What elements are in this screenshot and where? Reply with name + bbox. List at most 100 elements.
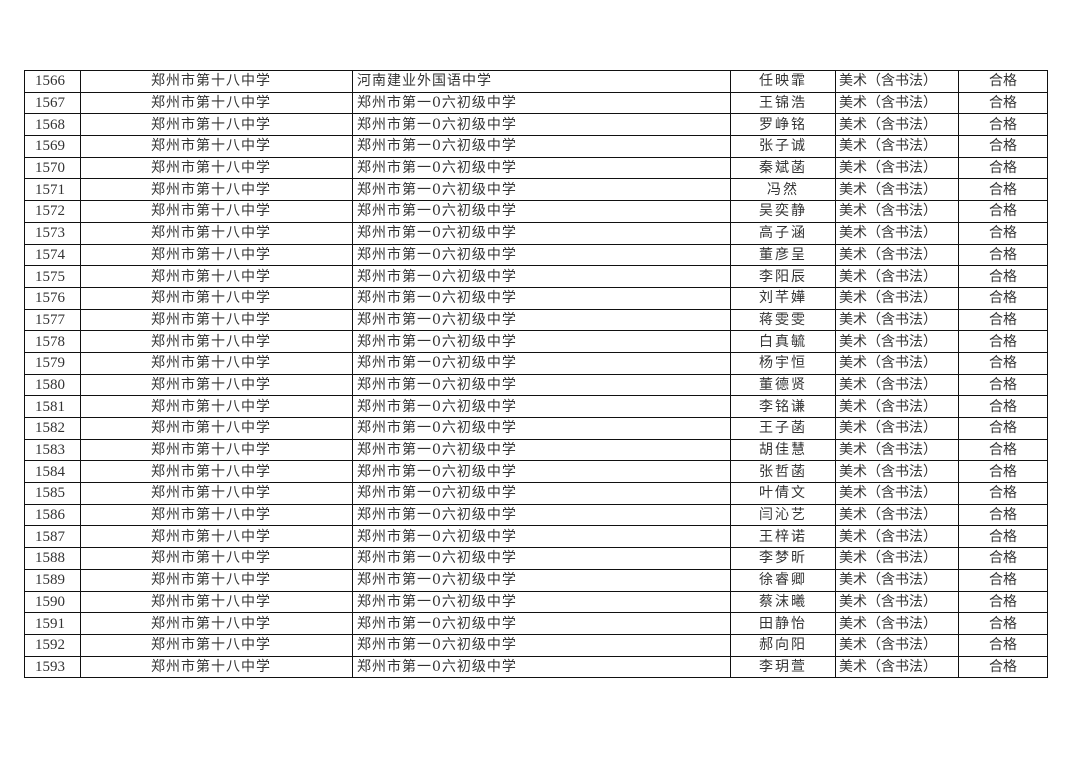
subject-cell: 美术（含书法） (835, 373, 959, 397)
subject-cell: 美术（含书法） (835, 156, 959, 180)
row-number-cell: 1572 (24, 200, 81, 223)
exam-school-cell: 郑州市第十八中学 (80, 200, 353, 223)
subject-cell: 美术（含书法） (835, 221, 959, 245)
result-cell: 合格 (958, 308, 1048, 332)
result-cell: 合格 (958, 612, 1048, 635)
subject-cell: 美术（含书法） (835, 482, 959, 505)
row-number-cell: 1576 (24, 286, 81, 310)
exam-school-cell: 郑州市第十八中学 (80, 460, 353, 484)
graduating-school-cell: 郑州市第一0六初级中学 (352, 330, 731, 353)
result-cell: 合格 (958, 395, 1048, 418)
graduating-school-cell: 郑州市第一0六初级中学 (352, 547, 731, 570)
result-cell: 合格 (958, 460, 1048, 484)
subject-cell: 美术（含书法） (835, 70, 959, 93)
student-name-cell: 秦斌菡 (730, 156, 836, 180)
table-row: 1579 郑州市第十八中学 郑州市第一0六初级中学 杨宇恒 美术（含书法） 合格 (24, 351, 1048, 375)
subject-cell: 美术（含书法） (835, 655, 959, 679)
result-cell: 合格 (958, 70, 1048, 93)
exam-school-cell: 郑州市第十八中学 (80, 395, 353, 418)
row-number-cell: 1588 (24, 547, 81, 570)
subject-cell: 美术（含书法） (835, 308, 959, 332)
table-row: 1575 郑州市第十八中学 郑州市第一0六初级中学 李阳辰 美术（含书法） 合格 (24, 265, 1048, 288)
graduating-school-cell: 郑州市第一0六初级中学 (352, 655, 731, 679)
subject-cell: 美术（含书法） (835, 503, 959, 527)
exam-school-cell: 郑州市第十八中学 (80, 438, 353, 462)
row-number-cell: 1590 (24, 590, 81, 614)
subject-cell: 美术（含书法） (835, 286, 959, 310)
subject-cell: 美术（含书法） (835, 438, 959, 462)
graduating-school-cell: 郑州市第一0六初级中学 (352, 91, 731, 115)
graduating-school-cell: 郑州市第一0六初级中学 (352, 200, 731, 223)
graduating-school-cell: 郑州市第一0六初级中学 (352, 221, 731, 245)
result-cell: 合格 (958, 417, 1048, 440)
table-row: 1572 郑州市第十八中学 郑州市第一0六初级中学 吴奕静 美术（含书法） 合格 (24, 200, 1048, 223)
graduating-school-cell: 郑州市第一0六初级中学 (352, 156, 731, 180)
results-table-body: 1566 郑州市第十八中学 河南建业外国语中学 任映霏 美术（含书法） 合格 1567 郑州市… (24, 70, 1048, 679)
result-cell: 合格 (958, 590, 1048, 614)
table-row: 1580 郑州市第十八中学 郑州市第一0六初级中学 董德贤 美术（含书法） 合格 (24, 373, 1048, 397)
exam-school-cell: 郑州市第十八中学 (80, 113, 353, 137)
table-row: 1590 郑州市第十八中学 郑州市第一0六初级中学 蔡沫曦 美术（含书法） 合格 (24, 590, 1048, 614)
graduating-school-cell: 郑州市第一0六初级中学 (352, 612, 731, 635)
student-name-cell: 胡佳慧 (730, 438, 836, 462)
graduating-school-cell: 郑州市第一0六初级中学 (352, 243, 731, 267)
result-cell: 合格 (958, 330, 1048, 353)
subject-cell: 美术（含书法） (835, 633, 959, 657)
row-number-cell: 1580 (24, 373, 81, 397)
graduating-school-cell: 郑州市第一0六初级中学 (352, 308, 731, 332)
row-number-cell: 1569 (24, 135, 81, 158)
row-number-cell: 1577 (24, 308, 81, 332)
table-row: 1591 郑州市第十八中学 郑州市第一0六初级中学 田静怡 美术（含书法） 合格 (24, 612, 1048, 635)
row-number-cell: 1574 (24, 243, 81, 267)
result-cell: 合格 (958, 373, 1048, 397)
student-name-cell: 李玥萱 (730, 655, 836, 679)
student-name-cell: 李梦昕 (730, 547, 836, 570)
student-name-cell: 杨宇恒 (730, 351, 836, 375)
row-number-cell: 1592 (24, 633, 81, 657)
table-row: 1587 郑州市第十八中学 郑州市第一0六初级中学 王梓诺 美术（含书法） 合格 (24, 525, 1048, 549)
table-row: 1566 郑州市第十八中学 河南建业外国语中学 任映霏 美术（含书法） 合格 (24, 70, 1048, 93)
subject-cell: 美术（含书法） (835, 135, 959, 158)
student-name-cell: 郝向阳 (730, 633, 836, 657)
row-number-cell: 1570 (24, 156, 81, 180)
row-number-cell: 1575 (24, 265, 81, 288)
exam-school-cell: 郑州市第十八中学 (80, 351, 353, 375)
result-cell: 合格 (958, 633, 1048, 657)
row-number-cell: 1589 (24, 568, 81, 592)
table-row: 1592 郑州市第十八中学 郑州市第一0六初级中学 郝向阳 美术（含书法） 合格 (24, 633, 1048, 657)
exam-school-cell: 郑州市第十八中学 (80, 590, 353, 614)
result-cell: 合格 (958, 525, 1048, 549)
graduating-school-cell: 郑州市第一0六初级中学 (352, 373, 731, 397)
row-number-cell: 1582 (24, 417, 81, 440)
result-cell: 合格 (958, 568, 1048, 592)
row-number-cell: 1585 (24, 482, 81, 505)
table-row: 1593 郑州市第十八中学 郑州市第一0六初级中学 李玥萱 美术（含书法） 合格 (24, 655, 1048, 679)
exam-school-cell: 郑州市第十八中学 (80, 373, 353, 397)
student-name-cell: 李铭谦 (730, 395, 836, 418)
subject-cell: 美术（含书法） (835, 113, 959, 137)
exam-school-cell: 郑州市第十八中学 (80, 633, 353, 657)
student-name-cell: 叶倩文 (730, 482, 836, 505)
student-name-cell: 吴奕静 (730, 200, 836, 223)
result-cell: 合格 (958, 221, 1048, 245)
row-number-cell: 1573 (24, 221, 81, 245)
subject-cell: 美术（含书法） (835, 612, 959, 635)
table-row: 1585 郑州市第十八中学 郑州市第一0六初级中学 叶倩文 美术（含书法） 合格 (24, 482, 1048, 505)
exam-school-cell: 郑州市第十八中学 (80, 503, 353, 527)
student-name-cell: 王锦浩 (730, 91, 836, 115)
result-cell: 合格 (958, 91, 1048, 115)
table-row: 1586 郑州市第十八中学 郑州市第一0六初级中学 闫沁艺 美术（含书法） 合格 (24, 503, 1048, 527)
exam-school-cell: 郑州市第十八中学 (80, 70, 353, 93)
student-name-cell: 闫沁艺 (730, 503, 836, 527)
row-number-cell: 1568 (24, 113, 81, 137)
row-number-cell: 1578 (24, 330, 81, 353)
exam-school-cell: 郑州市第十八中学 (80, 265, 353, 288)
student-name-cell: 蒋雯雯 (730, 308, 836, 332)
exam-school-cell: 郑州市第十八中学 (80, 417, 353, 440)
result-cell: 合格 (958, 482, 1048, 505)
exam-school-cell: 郑州市第十八中学 (80, 221, 353, 245)
exam-school-cell: 郑州市第十八中学 (80, 547, 353, 570)
table-row: 1573 郑州市第十八中学 郑州市第一0六初级中学 高子涵 美术（含书法） 合格 (24, 221, 1048, 245)
result-cell: 合格 (958, 265, 1048, 288)
exam-school-cell: 郑州市第十八中学 (80, 243, 353, 267)
